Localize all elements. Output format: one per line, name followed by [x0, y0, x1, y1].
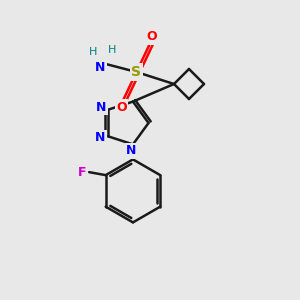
- Text: H: H: [89, 46, 97, 57]
- Text: O: O: [116, 100, 127, 114]
- Text: N: N: [95, 131, 106, 144]
- Text: F: F: [78, 166, 87, 178]
- Text: N: N: [126, 145, 136, 158]
- Text: S: S: [131, 65, 142, 79]
- Text: H: H: [108, 45, 117, 56]
- Text: N: N: [96, 101, 106, 114]
- Text: N: N: [95, 61, 106, 74]
- Text: O: O: [146, 30, 157, 44]
